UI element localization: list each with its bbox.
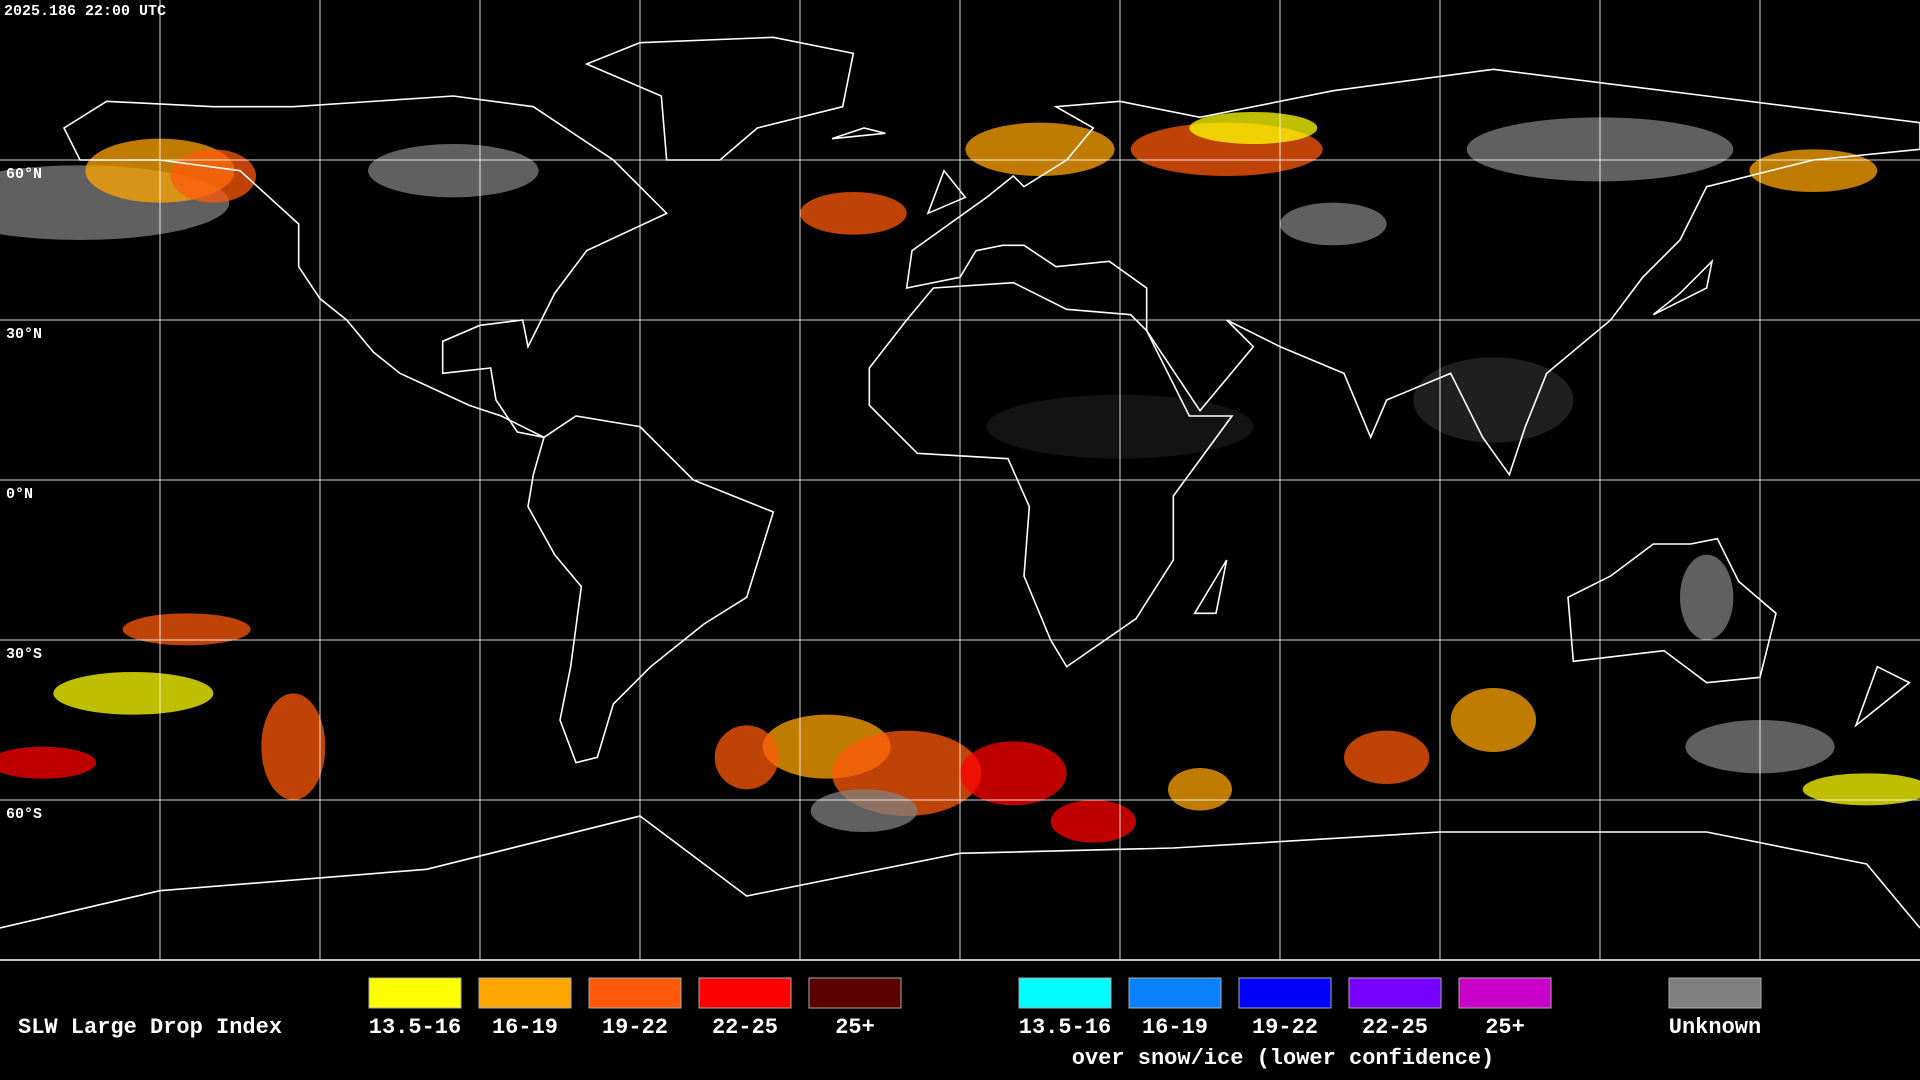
graticule: 60°N 30°N 0°N 30°S 60°S xyxy=(0,0,1920,960)
legend-swatch xyxy=(368,977,462,1009)
coastline xyxy=(831,127,886,140)
legend-swatch xyxy=(478,977,572,1009)
legend-label: 19-22 xyxy=(1252,1015,1318,1040)
legend-label: 16-19 xyxy=(1142,1015,1208,1040)
latitude-label: 60°S xyxy=(6,806,42,823)
cloud-patch xyxy=(965,122,1115,176)
legend-label: 22-25 xyxy=(1362,1015,1428,1040)
timestamp: 2025.186 22:00 UTC xyxy=(4,3,166,20)
legend-label: 25+ xyxy=(835,1015,875,1040)
cloud-patch xyxy=(368,144,539,198)
legend: 13.5-16 16-19 19-22 22-25 25+ 13.5-16 16-19 19-… xyxy=(368,977,1762,1071)
cloud-patch xyxy=(53,672,214,715)
coastline xyxy=(1652,258,1714,316)
coastline xyxy=(584,36,855,161)
legend-note: over snow/ice (lower confidence) xyxy=(1072,1046,1494,1071)
cloud-patch xyxy=(170,149,256,203)
legend-label: 25+ xyxy=(1485,1015,1525,1040)
latitude-label: 0°N xyxy=(6,486,33,503)
latitude-label: 30°S xyxy=(6,646,42,663)
latitude-label: 30°N xyxy=(6,326,42,343)
legend-swatch xyxy=(1668,977,1762,1009)
cloud-patch xyxy=(1802,773,1920,806)
legend-label: 13.5-16 xyxy=(369,1015,461,1040)
cloud-patch xyxy=(122,613,251,646)
legend-swatch xyxy=(1238,977,1332,1009)
cloud-patch xyxy=(1450,688,1537,752)
cloud-patch xyxy=(1189,112,1318,144)
cloud-patch xyxy=(261,693,326,801)
coastline xyxy=(62,95,669,439)
cloud-patch xyxy=(0,746,96,779)
cloud-patch xyxy=(1168,768,1232,811)
legend-swatch xyxy=(1018,977,1112,1009)
coastline xyxy=(1854,665,1911,728)
cloud-patch xyxy=(1680,554,1734,640)
cloud-patch xyxy=(810,789,918,833)
legend-label: Unknown xyxy=(1669,1015,1761,1040)
coastline xyxy=(905,68,1920,477)
cloud-patch xyxy=(960,741,1067,806)
legend-swatch xyxy=(588,977,682,1009)
legend-swatch xyxy=(1458,977,1552,1009)
coastline xyxy=(1567,537,1777,684)
legend-swatch xyxy=(698,977,792,1009)
legend-swatch xyxy=(1128,977,1222,1009)
cloud-patch xyxy=(1344,730,1430,784)
coastline xyxy=(868,281,1234,668)
coastline xyxy=(527,415,775,764)
coastline xyxy=(926,169,967,215)
latitude-label: 60°N xyxy=(6,166,42,183)
legend-swatch xyxy=(808,977,902,1009)
legend-label: 13.5-16 xyxy=(1019,1015,1111,1040)
cloud-patch xyxy=(1280,202,1387,246)
legend-label: 16-19 xyxy=(492,1015,558,1040)
cloud-patch xyxy=(714,725,779,790)
cloud-patch xyxy=(1050,800,1137,843)
legend-label: 22-25 xyxy=(712,1015,778,1040)
legend-swatch xyxy=(1348,977,1442,1009)
cloud-patch xyxy=(800,192,907,235)
coastline xyxy=(1193,559,1228,615)
legend-label: 19-22 xyxy=(602,1015,668,1040)
legend-title: SLW Large Drop Index xyxy=(18,1015,282,1040)
